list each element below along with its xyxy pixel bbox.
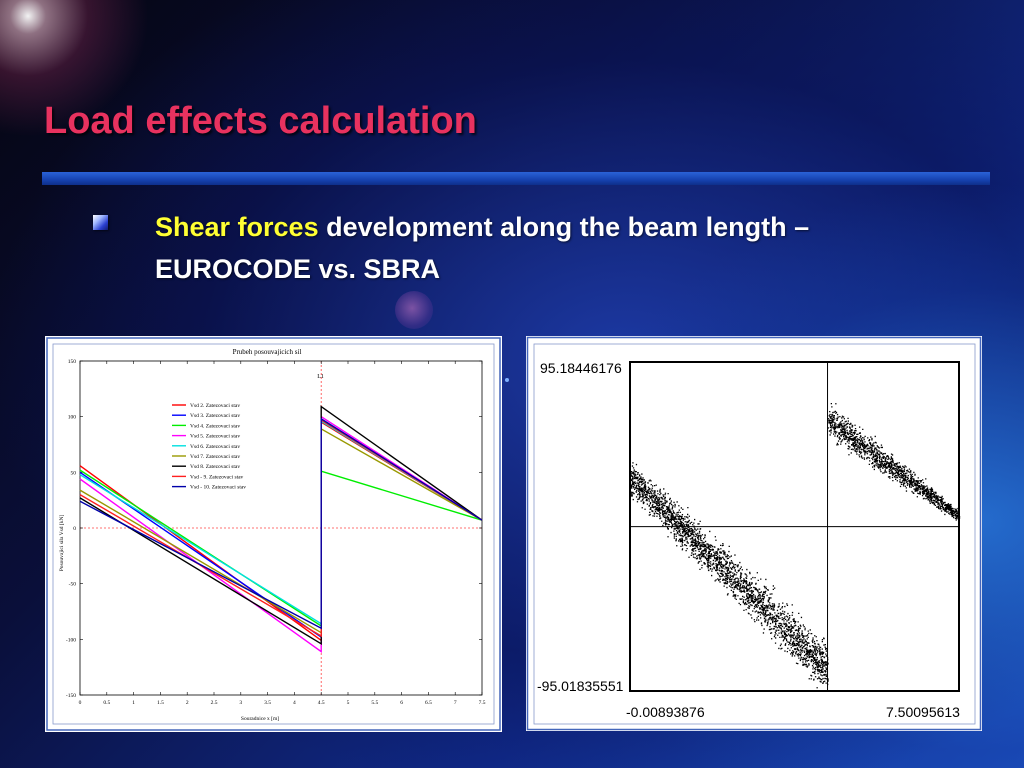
series-line-9	[79, 417, 483, 630]
chart-title: Prubeh posouvajicich sil	[233, 348, 302, 356]
y-tick-label: -100	[66, 637, 76, 643]
simulation-points	[630, 403, 961, 689]
x-max-label: 7.50095613	[886, 704, 960, 720]
bullet-rest: development along the beam length – EURO…	[155, 212, 810, 284]
sbra-chart-panel: 95.18446176 -95.01835551 -0.00893876 7.5…	[526, 336, 982, 731]
support-marker-label: L1	[317, 374, 324, 380]
x-tick-label: 1.5	[157, 700, 164, 706]
legend-entry: Vsd 2. Zatezovaci stav	[190, 403, 240, 409]
eurocode-chart-panel: 0 0.5 1 1.5 2 2.5 3 3.5 4 4.5 5 5.5 6 6.5 7 7.5 150 100 50…	[45, 336, 502, 732]
x-tick-label: 6	[400, 700, 403, 706]
x-tick-label: 2.5	[211, 700, 218, 706]
sbra-shear-chart: 95.18446176 -95.01835551 -0.00893876 7.5…	[526, 336, 982, 731]
series-line-6	[79, 427, 483, 634]
legend-entry: Vsd 3. Zatezovaci stav	[190, 413, 240, 419]
x-tick-label: 4	[293, 700, 296, 706]
x-tick-label: 5	[347, 700, 350, 706]
x-tick-label: 0.5	[103, 700, 110, 706]
eurocode-shear-chart: 0 0.5 1 1.5 2 2.5 3 3.5 4 4.5 5 5.5 6 6.5 7 7.5 150 100 50…	[46, 337, 501, 731]
x-tick-label: 3	[239, 700, 242, 706]
legend-entry: Vsd - 9. Zatezovaci stav	[190, 474, 244, 480]
x-tick-label: 6.5	[425, 700, 432, 706]
series-line-3	[79, 469, 483, 628]
bullet-highlight: Shear forces	[155, 212, 319, 242]
x-tick-label: 4.5	[318, 700, 325, 706]
page-title: Load effects calculation	[44, 100, 477, 142]
y-tick-label: 0	[73, 526, 76, 532]
y-tick-label: 150	[68, 359, 77, 365]
x-min-label: -0.00893876	[626, 704, 705, 720]
x-tick-label: 5.5	[371, 700, 378, 706]
y-min-label: -95.01835551	[537, 678, 624, 694]
x-tick-label: 7	[454, 700, 457, 706]
x-tick-label: 2	[186, 700, 189, 706]
x-tick-label: 1	[132, 700, 135, 706]
y-tick-label: -50	[69, 582, 77, 588]
legend-entry: Vsd 4. Zatezovaci stav	[190, 423, 240, 429]
x-tick-label: 7.5	[479, 700, 486, 706]
y-tick-label: 50	[71, 470, 77, 476]
title-underline	[42, 172, 990, 185]
legend-entry: Vsd - 10. Zatezovaci stav	[190, 485, 246, 491]
legend-entry: Vsd 5. Zatezovaci stav	[190, 434, 240, 440]
y-max-label: 95.18446176	[540, 360, 622, 376]
legend-entry: Vsd 8. Zatezovaci stav	[190, 464, 240, 470]
legend-entry: Vsd 6. Zatezovaci stav	[190, 444, 240, 450]
bullet-icon	[93, 215, 108, 230]
y-tick-label: 100	[68, 415, 77, 421]
x-tick-label: 0	[79, 700, 82, 706]
y-tick-label: -150	[66, 693, 76, 699]
y-axis-label: Posouvajici sila Vsd [kN]	[59, 515, 65, 572]
bullet-text: Shear forces development along the beam …	[155, 206, 955, 290]
decor-dot	[505, 378, 509, 382]
legend-entry: Vsd 7. Zatezovaci stav	[190, 454, 240, 460]
decor-orb	[395, 291, 433, 329]
x-axis-label: Souradnice x [m]	[241, 716, 279, 722]
x-tick-label: 3.5	[264, 700, 271, 706]
